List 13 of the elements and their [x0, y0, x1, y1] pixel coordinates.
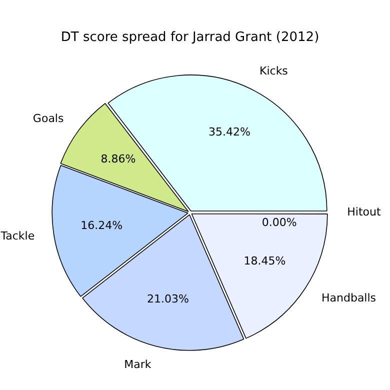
data-label: 16.24%	[80, 219, 123, 232]
slice-label: Tackle	[0, 229, 35, 242]
slice-label: Kicks	[259, 64, 288, 78]
chart-title: DT score spread for Jarrad Grant (2012)	[60, 30, 320, 46]
slice-label: Mark	[124, 358, 152, 371]
slice-label: Goals	[32, 112, 64, 126]
category-label: Hitout	[347, 206, 381, 219]
data-label: 8.86%	[100, 152, 136, 166]
data-label: 21.03%	[146, 292, 189, 306]
data-label: 35.42%	[208, 126, 250, 139]
slice-label: Handballs	[321, 292, 376, 305]
data-label: 18.45%	[244, 254, 286, 268]
text: 0.00%	[262, 216, 297, 230]
